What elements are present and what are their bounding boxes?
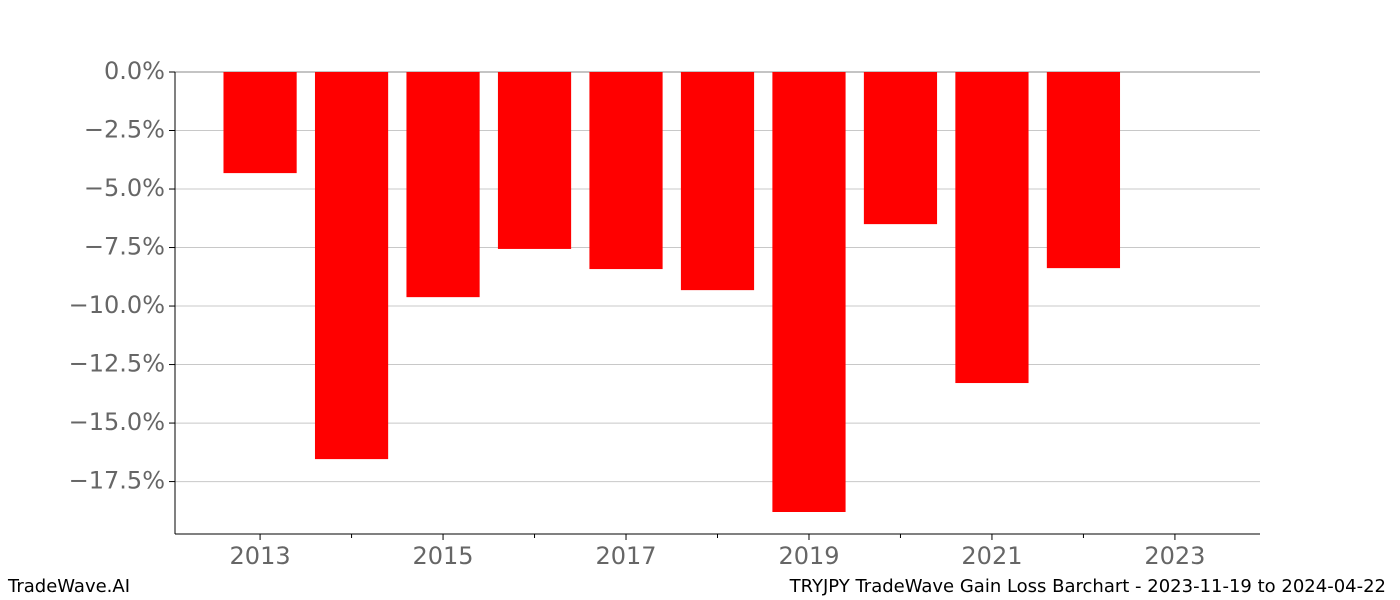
footer-right: TRYJPY TradeWave Gain Loss Barchart - 20… <box>789 576 1386 597</box>
x-tick-label: 2015 <box>413 542 474 570</box>
y-tick-label: −5.0% <box>84 174 165 202</box>
bar <box>497 72 572 249</box>
y-tick-label: −10.0% <box>69 291 165 319</box>
y-tick-label: −15.0% <box>69 408 165 436</box>
x-tick-label: 2013 <box>230 542 291 570</box>
bar <box>589 72 663 270</box>
y-tick-label: −2.5% <box>84 116 165 144</box>
bar <box>314 72 389 460</box>
bar <box>223 72 297 174</box>
x-tick-label: 2019 <box>778 542 839 570</box>
bar <box>955 72 1029 384</box>
y-tick-label: −17.5% <box>69 467 165 495</box>
bar <box>680 72 755 291</box>
footer-left: TradeWave.AI <box>7 576 130 597</box>
y-tick-label: −12.5% <box>69 350 165 378</box>
bar <box>1046 72 1121 269</box>
y-tick-label: −7.5% <box>84 233 165 261</box>
x-tick-label: 2021 <box>961 542 1022 570</box>
bar <box>406 72 480 298</box>
x-tick-label: 2023 <box>1144 542 1205 570</box>
bar <box>863 72 938 225</box>
y-tick-label: 0.0% <box>104 57 165 85</box>
bar <box>772 72 846 512</box>
x-tick-label: 2017 <box>595 542 656 570</box>
